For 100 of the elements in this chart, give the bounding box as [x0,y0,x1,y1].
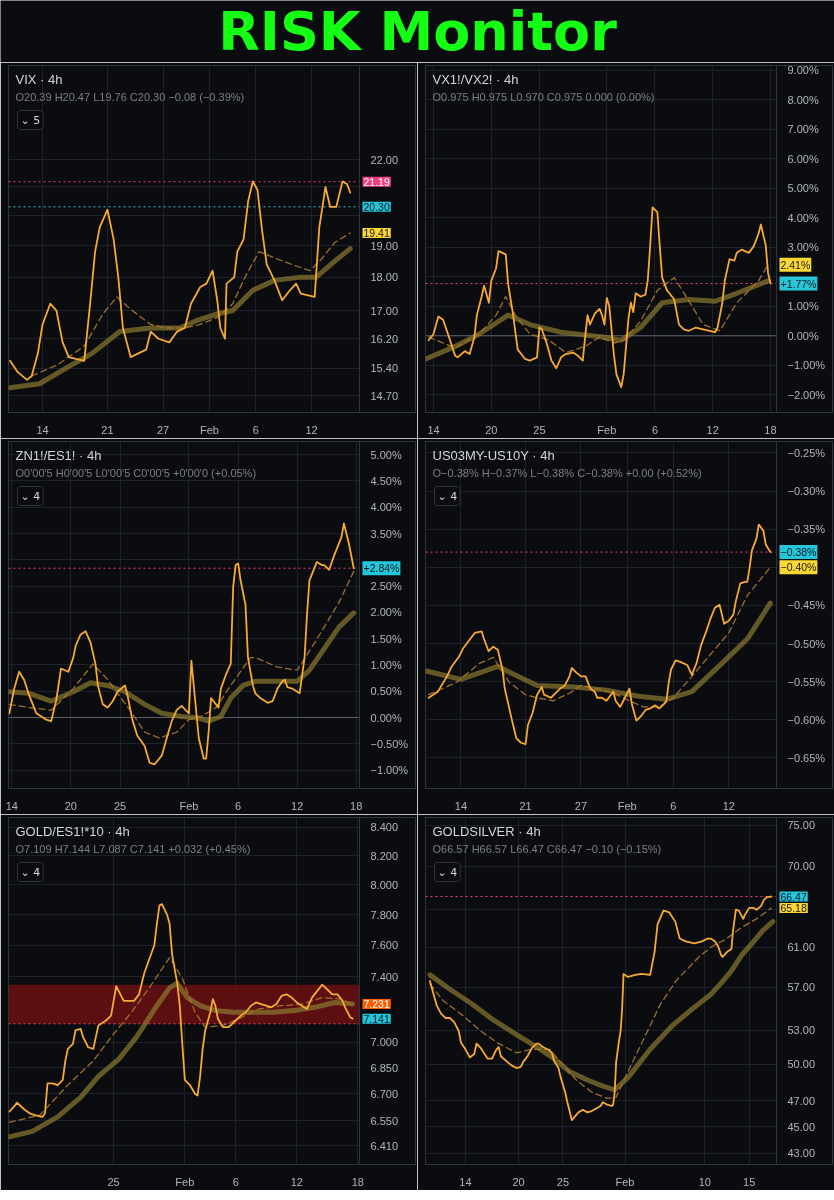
annotation: ⌄ 4 [437,489,458,503]
y-tick-label: 7.000 [370,1036,399,1049]
y-tick-label: −0.45% [787,599,826,612]
y-tick-label: 5.00% [787,182,819,195]
y-tick-label: 19.00 [370,239,399,252]
text: O0.975 H0.975 L0.970 C0.975 0.000 (0.00%) [432,90,655,103]
y-tick-label: 7.00% [787,123,819,136]
y-tick-label: 2.50% [370,580,402,593]
y-tick-label: 0.00% [370,711,402,724]
x-tick-label: Feb [615,1175,635,1188]
y-tick-label: 8.400 [370,821,399,834]
y-tick-label: 18.00 [370,271,399,284]
text: GOLD/ES1!*10 · 4h [15,823,130,839]
ref-line-label: 21.19 [363,175,390,188]
text: O66.57 H66.57 L66.47 C66.47 −0.10 (−0.15%) [432,842,662,855]
y-tick-label: −0.35% [787,523,826,536]
text: GOLDSILVER · 4h [432,823,541,839]
data-label: +2.84% [363,562,400,575]
y-tick-label: 3.00% [787,241,819,254]
y-tick-label: 22.00 [370,153,399,166]
y-tick-label: 0.50% [370,685,402,698]
x-tick-label: 12 [706,423,719,436]
x-tick-label: Feb [179,799,199,812]
y-tick-label: 16.20 [370,332,399,345]
y-tick-label: −0.65% [787,751,826,764]
x-tick-label: 20 [485,423,498,436]
y-tick-label: 1.00% [787,300,819,313]
x-tick-label: 14 [5,799,18,812]
y-tick-label: −0.30% [787,485,826,498]
text: VIX · 4h [15,71,63,87]
data-label: +1.77% [780,277,817,290]
x-tick-label: 25 [533,423,546,436]
y-tick-label: 17.00 [370,304,399,317]
x-tick-label: 12 [291,799,304,812]
text: O0'00'5 H0'00'5 L0'00'5 C0'00'5 +0'00'0 (+0.05%) [15,466,257,479]
text: US03MY-US10Y · 4h [432,447,555,463]
annotation: ⌄ 4 [437,865,458,879]
annotation: ⌄ 5 [20,113,41,127]
y-tick-label: 7.800 [370,908,399,921]
x-tick-label: 6 [670,799,677,812]
x-tick-label: 27 [157,423,170,436]
x-tick-label: 6 [232,1175,239,1188]
x-tick-label: 6 [252,423,259,436]
y-tick-label: 47.00 [787,1094,816,1107]
x-tick-label: 6 [235,799,242,812]
x-tick-label: 21 [519,799,532,812]
y-tick-label: 7.600 [370,939,399,952]
data-label: 65.18 [780,902,807,915]
y-tick-label: 8.000 [370,878,399,891]
y-tick-label: 7.400 [370,970,399,983]
y-tick-label: 5.00% [370,448,402,461]
y-tick-label: 14.70 [370,389,399,402]
data-label: 7.141 [363,1012,390,1025]
y-tick-label: 43.00 [787,1147,816,1160]
x-tick-label: 18 [351,1175,364,1188]
y-tick-label: −0.50% [370,737,409,750]
x-tick-label: 12 [290,1175,303,1188]
x-tick-label: 25 [556,1175,570,1188]
text: RISK Monitor [218,0,618,63]
x-tick-label: 14 [36,423,49,436]
text: O7.109 H7.144 L7.087 C7.141 +0.032 (+0.45%) [15,842,251,855]
y-tick-label: 8.200 [370,849,399,862]
text: ZN1!/ES1! · 4h [15,447,102,463]
data-label: 19.41 [363,227,390,240]
y-tick-label: −2.00% [787,388,826,401]
x-tick-label: Feb [200,423,219,436]
y-tick-label: 8.00% [787,93,819,106]
data-label: 66.47 [780,890,807,903]
text: O20.39 H20.47 L19.76 C20.30 −0.08 (−0.39%) [15,90,245,103]
y-tick-label: −0.55% [787,675,826,688]
y-tick-label: 75.00 [787,819,816,832]
x-tick-label: Feb [597,423,617,436]
text: VX1!/VX2! · 4h [432,71,519,87]
y-tick-label: 6.00% [787,152,819,165]
y-tick-label: 70.00 [787,860,816,873]
x-tick-label: 6 [651,423,659,436]
x-tick-label: Feb [175,1175,195,1188]
data-label: 2.41% [780,258,811,271]
x-tick-label: 27 [574,799,588,812]
y-tick-label: 3.50% [370,527,402,540]
y-tick-label: 2.00% [370,606,402,619]
y-tick-label: 0.00% [787,329,819,342]
y-tick-label: 6.550 [370,1114,399,1127]
text: O−0.38% H−0.37% L−0.38% C−0.38% +0.00 (+0.52%) [432,466,702,479]
y-tick-label: −1.00% [787,359,826,372]
data-label: −0.38% [780,546,817,559]
y-tick-label: 4.00% [787,211,819,224]
y-tick-label: 57.00 [787,981,816,994]
y-tick-label: 45.00 [787,1120,816,1133]
x-tick-label: 20 [64,799,77,812]
x-tick-label: 14 [427,423,440,436]
x-tick-label: Feb [617,799,637,812]
x-tick-label: 12 [722,799,735,812]
y-tick-label: 6.850 [370,1061,399,1074]
annotation: ⌄ 4 [20,865,41,879]
x-tick-label: 18 [764,423,777,436]
y-tick-label: 53.00 [787,1024,816,1037]
y-tick-label: 1.50% [370,632,402,645]
y-tick-label: −0.60% [787,713,826,726]
x-tick-label: 12 [305,423,318,436]
